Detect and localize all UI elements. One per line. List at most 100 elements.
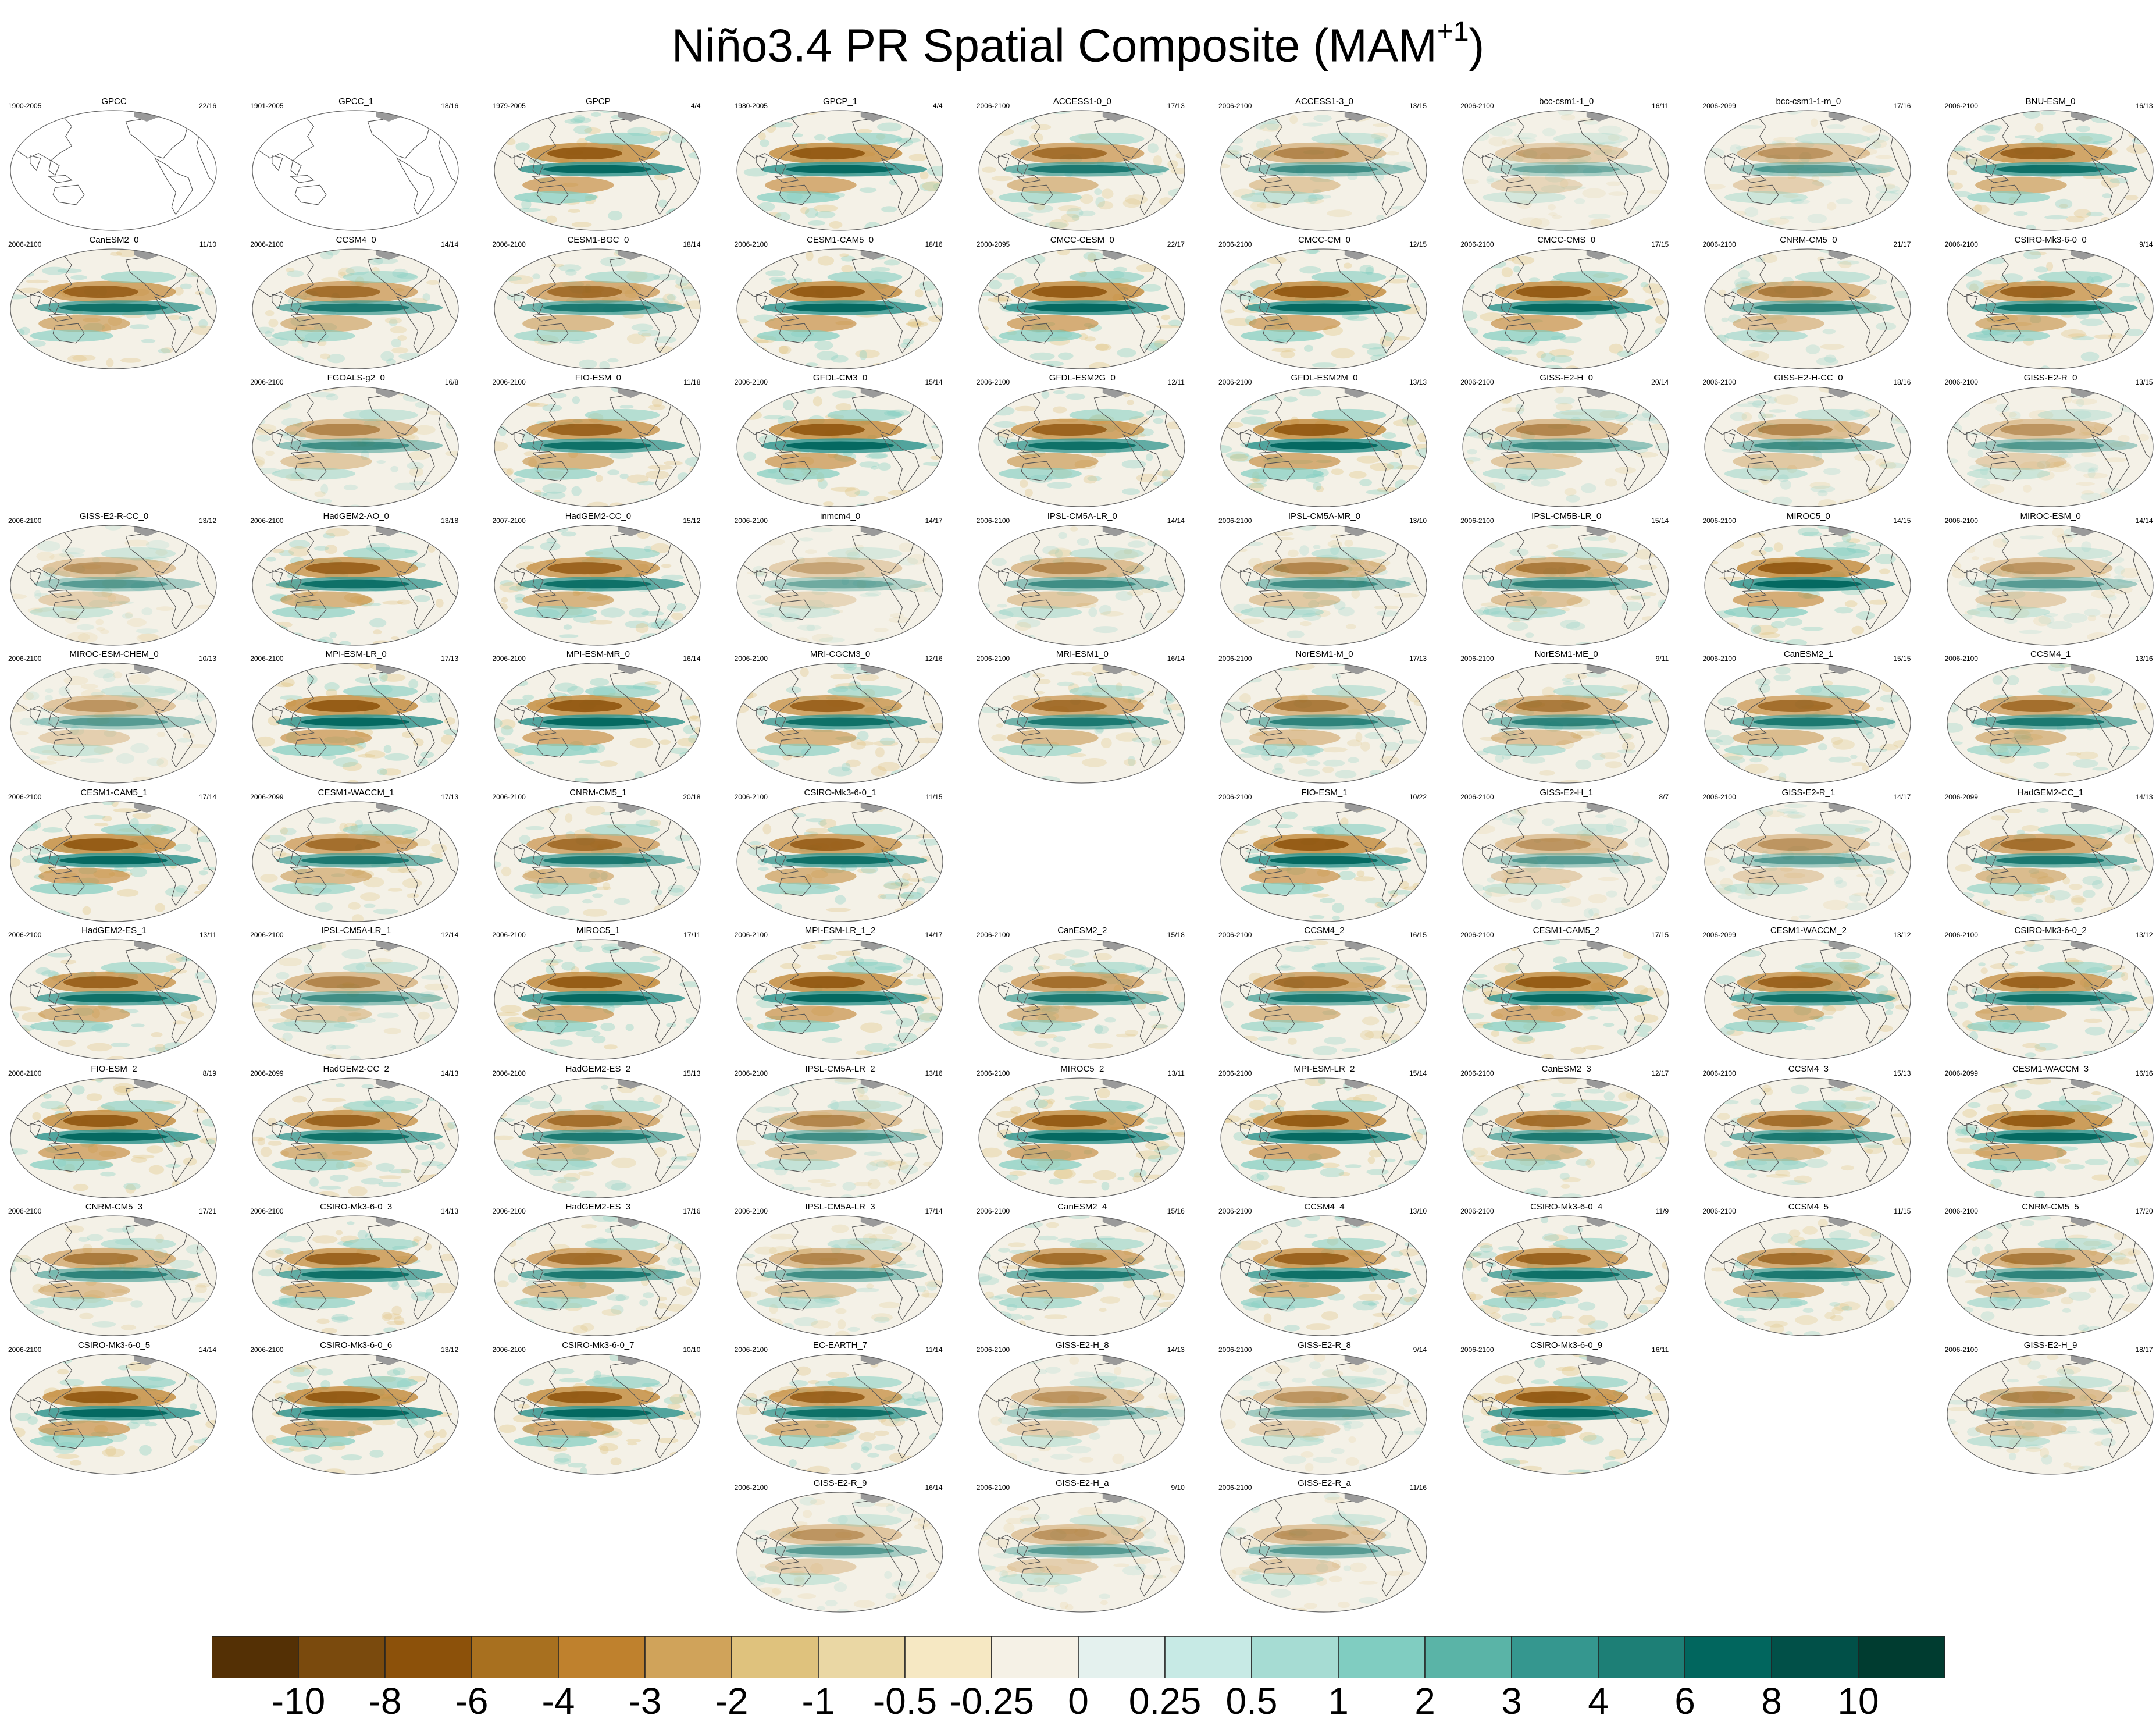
panel-event-count: 17/11 (683, 931, 701, 939)
map-panel: CESM1-WACCM_2 2006-2099 13/12 (1698, 926, 1919, 1063)
map-panel: ACCESS1-3_0 2006-2100 13/15 (1214, 97, 1435, 234)
map-panel: CMCC-CM_0 2006-2100 12/15 (1214, 235, 1435, 372)
panel-model-name: CanESM2_0 (89, 234, 139, 245)
map-panel: GISS-E2-H_0 2006-2100 20/14 (1456, 373, 1677, 510)
panel-event-count: 12/16 (925, 654, 943, 663)
panel-model-name: CESM1-CAM5_1 (80, 787, 148, 798)
panel-event-count: 15/16 (1167, 1207, 1185, 1215)
panel-years: 2006-2100 (250, 378, 284, 386)
map-panel: GPCC 1900-2005 22/16 (3, 97, 224, 234)
precip-anomaly-map (736, 939, 943, 1060)
precip-anomaly-map (10, 663, 217, 784)
precip-anomaly-map (1220, 1215, 1427, 1336)
panel-model-name: CCSM4_0 (336, 234, 376, 245)
panel-years: 2006-2100 (1460, 1345, 1494, 1354)
panel-event-count: 13/12 (441, 1345, 459, 1354)
panel-event-count: 13/18 (441, 516, 459, 525)
panel-event-count: 9/11 (1655, 654, 1669, 663)
panel-years: 2006-2100 (8, 516, 42, 525)
map-panel: MPI-ESM-LR_0 2006-2100 17/13 (245, 649, 466, 787)
panel-years: 2006-2100 (1944, 240, 1978, 248)
panel-event-count: 15/18 (1167, 931, 1185, 939)
panel-model-name: ACCESS1-0_0 (1053, 97, 1111, 106)
precip-anomaly-map (252, 800, 459, 922)
panel-event-count: 9/14 (1413, 1345, 1427, 1354)
panel-years: 2006-2100 (1944, 1345, 1978, 1354)
panel-years: 2006-2100 (734, 654, 768, 663)
panel-years: 2006-2100 (1460, 1207, 1494, 1215)
colorbar-swatch (644, 1636, 732, 1678)
panel-event-count: 15/14 (925, 378, 943, 386)
panel-event-count: 16/8 (444, 378, 459, 386)
panel-years: 2006-2100 (492, 1345, 526, 1354)
map-panel: CESM1-CAM5_2 2006-2100 17/15 (1456, 926, 1677, 1063)
panel-event-count: 17/16 (683, 1207, 701, 1215)
panel-model-name: HadGEM2-CC_2 (323, 1063, 389, 1074)
precip-anomaly-map (978, 110, 1185, 231)
map-panel: MIROC5_2 2006-2100 13/11 (972, 1064, 1193, 1201)
panel-years: 2006-2100 (1944, 516, 1978, 525)
panel-model-name: FIO-ESM_2 (91, 1063, 137, 1074)
colorbar-swatch (818, 1636, 906, 1678)
panel-years: 2006-2100 (1944, 1207, 1978, 1215)
panel-years: 2006-2100 (976, 516, 1010, 525)
precip-anomaly-map (1946, 1077, 2154, 1198)
panel-years: 2006-2100 (250, 516, 284, 525)
panel-event-count: 11/14 (925, 1345, 943, 1354)
panel-event-count: 20/14 (1651, 378, 1669, 386)
map-panel: CESM1-WACCM_1 2006-2099 17/13 (245, 788, 466, 925)
colorbar-swatch (1251, 1636, 1339, 1678)
panel-years: 2006-2100 (1944, 654, 1978, 663)
panel-years: 2006-2100 (976, 1345, 1010, 1354)
panel-event-count: 13/15 (1409, 102, 1427, 110)
panel-model-name: MIROC-ESM-CHEM_0 (69, 649, 159, 659)
panel-model-name: MIROC-ESM_0 (2020, 511, 2081, 521)
map-panel: CCSM4_2 2006-2100 16/15 (1214, 926, 1435, 1063)
panel-model-name: HadGEM2-ES_1 (81, 926, 147, 935)
panel-event-count: 18/16 (925, 240, 943, 248)
panel-years: 2006-2100 (1702, 1207, 1736, 1215)
panel-years: 2006-2100 (734, 1069, 768, 1077)
panel-years: 2006-2100 (8, 654, 42, 663)
panel-event-count: 12/17 (1651, 1069, 1669, 1077)
panel-model-name: MPI-ESM-LR_1_2 (804, 926, 876, 935)
panel-event-count: 14/17 (1893, 792, 1911, 801)
panel-model-name: CanESM2_2 (1057, 926, 1107, 935)
panel-event-count: 13/12 (2135, 931, 2153, 939)
panel-event-count: 15/15 (1893, 654, 1911, 663)
panel-years: 2006-2099 (1944, 792, 1978, 801)
panel-model-name: GISS-E2-H_9 (2023, 1340, 2077, 1350)
panel-years: 2006-2100 (976, 931, 1010, 939)
panel-model-name: MIROC5_1 (576, 926, 620, 935)
panel-model-name: IPSL-CM5A-LR_1 (321, 926, 391, 935)
chart-title-close: ) (1469, 19, 1485, 72)
panel-years: 2006-2100 (492, 1207, 526, 1215)
panel-model-name: CESM1-WACCM_1 (318, 787, 394, 798)
panel-event-count: 11/18 (683, 378, 701, 386)
panel-model-name: CNRM-CM5_1 (569, 787, 627, 798)
panel-event-count: 14/14 (441, 240, 459, 248)
panel-model-name: IPSL-CM5A-MR_0 (1288, 511, 1361, 521)
precip-anomaly-map (1220, 386, 1427, 507)
precip-anomaly-map (736, 248, 943, 369)
precip-anomaly-map (10, 1215, 217, 1336)
precip-anomaly-map (736, 386, 943, 507)
precip-anomaly-map (1946, 248, 2154, 369)
precip-anomaly-map (252, 939, 459, 1060)
panel-event-count: 18/17 (2135, 1345, 2153, 1354)
panel-event-count: 10/13 (198, 654, 216, 663)
panel-model-name: CESM1-CAM5_0 (807, 234, 874, 245)
panel-years: 2006-2100 (1702, 516, 1736, 525)
panel-model-name: MPI-ESM-LR_0 (325, 649, 387, 659)
panel-years: 2006-2100 (8, 931, 42, 939)
panel-years: 2006-2100 (492, 654, 526, 663)
panel-event-count: 18/16 (1893, 378, 1911, 386)
precip-anomaly-map (252, 110, 459, 231)
map-panel: CNRM-CM5_5 2006-2100 17/20 (1940, 1202, 2156, 1339)
panel-event-count: 17/20 (2135, 1207, 2153, 1215)
panel-years: 2006-2100 (976, 378, 1010, 386)
panel-event-count: 17/13 (441, 654, 459, 663)
panel-event-count: 15/13 (683, 1069, 701, 1077)
map-panel: GFDL-CM3_0 2006-2100 15/14 (730, 373, 951, 510)
map-panel: BNU-ESM_0 2006-2100 16/13 (1940, 97, 2156, 234)
